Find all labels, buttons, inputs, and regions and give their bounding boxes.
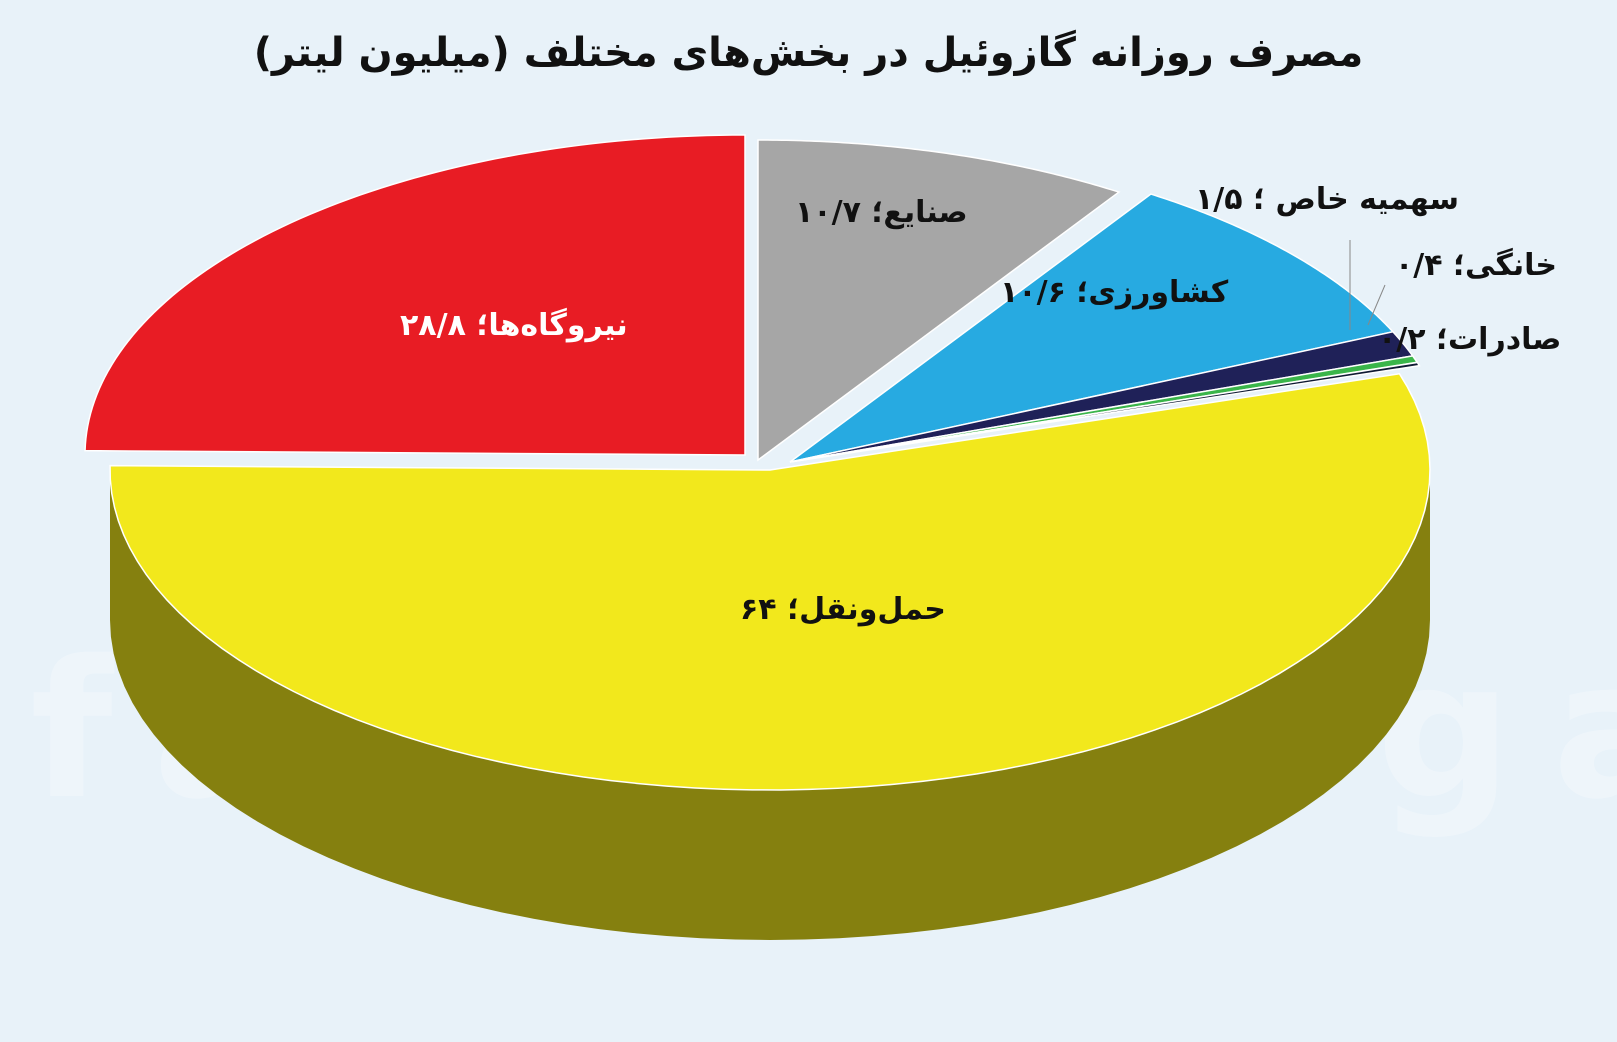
label-agriculture: کشاورزی؛ ۱۰/۶	[1000, 275, 1229, 310]
slice-4	[789, 361, 1421, 463]
label-power-plants: نیروگاه‌ها؛ ۲۸/۸	[400, 308, 628, 343]
label-export: صادرات؛ ۰/۲	[1378, 322, 1562, 357]
slice-1	[789, 193, 1395, 463]
label-industry: صنایع؛ ۱۰/۷	[795, 195, 968, 230]
slice-2	[789, 330, 1414, 463]
slice-wall	[110, 470, 1430, 940]
leader-line	[1367, 284, 1386, 326]
label-special-quota: سهمیه خاص ؛ ۱/۵	[1195, 182, 1460, 217]
slice-6	[84, 134, 746, 456]
slice-0	[757, 139, 1121, 462]
slice-5	[109, 372, 1431, 791]
chart-title: مصرف روزانه گازوئیل در بخش‌های مختلف (می…	[253, 30, 1364, 76]
slice-3	[789, 355, 1419, 463]
label-transport: حمل‌ونقل؛ ۶۴	[740, 592, 946, 627]
label-household: خانگی؛ ۰/۴	[1395, 248, 1557, 283]
